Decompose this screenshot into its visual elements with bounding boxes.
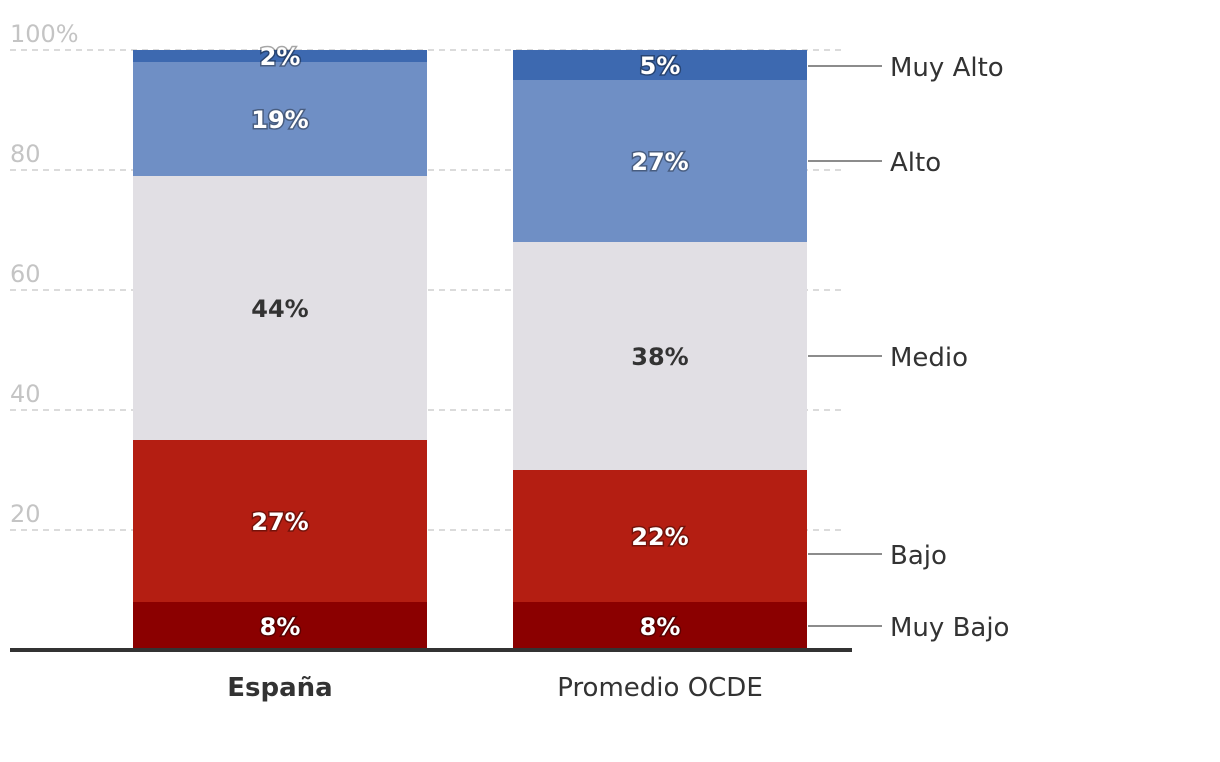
data-label-bajo-0: 27% xyxy=(251,508,308,536)
legend-label-medio: Medio xyxy=(890,343,968,373)
bar-segment-muy-bajo-1 xyxy=(513,602,807,650)
data-label-muy-bajo-1: 8% xyxy=(640,613,681,641)
bar-segment-alto-0 xyxy=(133,62,427,176)
bar-segment-muy-alto-0 xyxy=(133,50,427,62)
y-tick-label-40: 40 xyxy=(10,380,41,408)
legend-label-bajo: Bajo xyxy=(890,541,947,571)
data-label-medio-0: 44% xyxy=(251,295,308,323)
bar-segment-muy-bajo-0 xyxy=(133,602,427,650)
data-label-alto-1: 27% xyxy=(631,148,688,176)
bar-segment-medio-0 xyxy=(133,176,427,440)
x-category-label-0: España xyxy=(227,673,332,703)
x-category-label-1: Promedio OCDE xyxy=(557,673,763,703)
segment-labels: 8% 27% 44% 19% 2% 8% 22% 38% 27% 5% xyxy=(250,42,690,643)
y-tick-label-60: 60 xyxy=(10,260,41,288)
bar-segment-muy-alto-1 xyxy=(513,50,807,80)
data-label-alto-0: 19% xyxy=(251,106,308,134)
x-axis-categories: España Promedio OCDE xyxy=(227,673,763,703)
legend-label-alto: Alto xyxy=(890,148,941,178)
bar-segment-bajo-0 xyxy=(133,440,427,602)
y-tick-label-20: 20 xyxy=(10,500,41,528)
bar-segment-bajo-1 xyxy=(513,470,807,602)
legend-label-muy-alto: Muy Alto xyxy=(890,53,1004,83)
data-label-muy-alto-0: 2% xyxy=(260,43,301,71)
bar-segment-alto-1 xyxy=(513,80,807,242)
y-axis-ticks: 20 40 60 80 100% xyxy=(10,20,79,528)
legend-label-muy-bajo: Muy Bajo xyxy=(890,613,1009,643)
data-label-bajo-1: 22% xyxy=(631,523,688,551)
data-label-muy-alto-1: 5% xyxy=(640,52,681,80)
data-label-medio-1: 38% xyxy=(631,343,688,371)
bar-segment-medio-1 xyxy=(513,242,807,470)
y-tick-label-100: 100% xyxy=(10,20,79,48)
data-label-muy-bajo-0: 8% xyxy=(260,613,301,641)
legend: Muy Bajo Bajo Medio Alto Muy Alto xyxy=(808,53,1009,643)
bars xyxy=(133,50,807,650)
y-tick-label-80: 80 xyxy=(10,140,41,168)
